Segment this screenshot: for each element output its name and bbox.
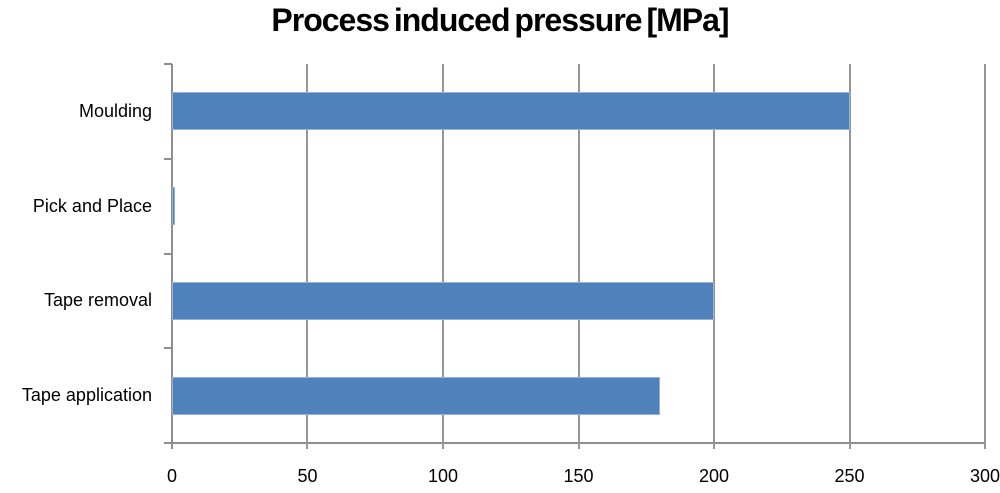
bar <box>172 281 714 320</box>
category-labels: Moulding Pick and Place Tape removal Tape a… <box>0 64 152 443</box>
y-axis-tick <box>164 63 172 65</box>
x-tick-label: 0 <box>166 466 178 486</box>
y-axis-tick <box>164 442 172 444</box>
category-label: Tape application <box>21 385 152 406</box>
category-label: Pick and Place <box>32 195 152 216</box>
y-axis-line <box>171 64 173 449</box>
category-label: Tape removal <box>43 290 152 311</box>
bar <box>172 187 175 226</box>
gridline <box>306 64 309 449</box>
gridline <box>441 64 444 449</box>
x-tick-label: 250 <box>834 466 865 486</box>
y-axis-tick <box>164 347 172 350</box>
x-tick-label: 100 <box>427 466 459 486</box>
bar <box>172 376 660 415</box>
x-tick-label: 300 <box>969 466 1000 486</box>
category-label: Moulding <box>78 100 152 121</box>
x-tick-label: 200 <box>698 466 730 486</box>
y-axis-tick <box>164 157 172 160</box>
gridline <box>848 64 851 449</box>
x-axis-line <box>164 442 986 444</box>
y-axis-tick <box>164 252 172 255</box>
chart-title: Process induced pressure [MPa] <box>271 2 729 38</box>
gridline <box>984 64 986 449</box>
x-tick-label: 150 <box>563 466 594 486</box>
plot-area <box>164 63 986 449</box>
x-tick-label: 50 <box>297 466 318 486</box>
gridline <box>577 64 580 449</box>
gridline <box>712 64 715 449</box>
x-axis-labels: 0 50 100 150 200 250 300 <box>167 466 1000 490</box>
bar <box>172 92 850 131</box>
